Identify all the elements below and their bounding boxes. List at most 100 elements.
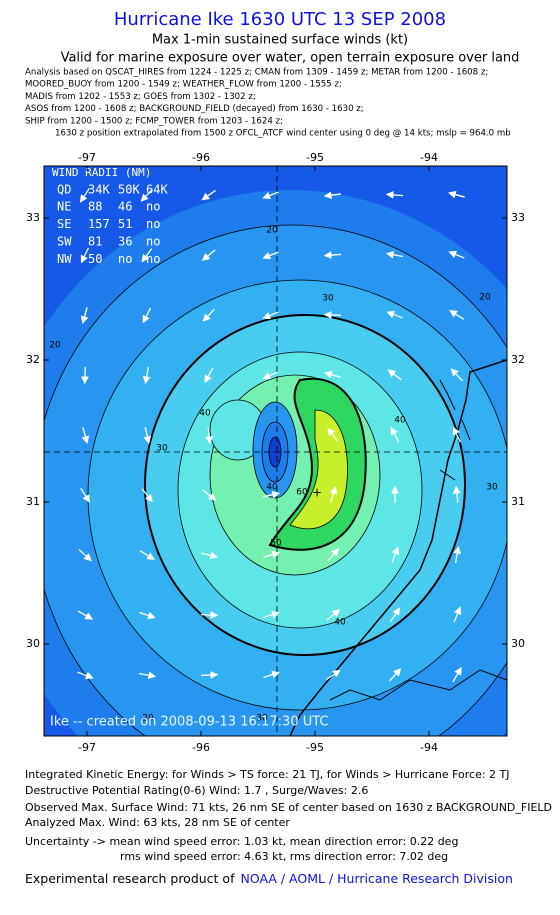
radii-cell: 81 — [88, 235, 102, 249]
wind-arrow — [390, 426, 400, 443]
wind-arrow — [327, 427, 339, 442]
radii-col: 64K — [146, 183, 168, 197]
radii-cell: 46 — [118, 200, 132, 214]
radii-col: QD — [57, 183, 71, 197]
radii-cell: NW — [57, 252, 72, 266]
wind-arrow — [201, 551, 219, 560]
wind-arrow — [77, 610, 94, 620]
radii-cell: 157 — [88, 217, 110, 231]
radii-title: WIND RADII (NM) — [52, 166, 151, 179]
footer-line: Destructive Potential Rating(0-6) Wind: … — [25, 784, 368, 797]
wind-arrow — [389, 668, 402, 682]
wind-arrow — [200, 611, 219, 619]
wind-arrow — [263, 550, 280, 559]
source-line: Analysis based on QSCAT_HIRES from 1224 … — [25, 68, 488, 78]
wind-arrow — [139, 671, 157, 680]
contour-label: 20 — [49, 341, 61, 351]
wind-arrow — [139, 550, 155, 560]
title: Hurricane Ike 1630 UTC 13 SEP 2008 — [114, 9, 446, 30]
contour-label: 40 — [199, 409, 211, 419]
source-line: MADIS from 1202 - 1553 z; GOES from 1302… — [25, 92, 256, 102]
credit-link[interactable]: NOAA / AOML / Hurricane Research Divisio… — [240, 871, 512, 886]
wind-arrow — [204, 367, 214, 384]
contour-label: 20 — [479, 293, 491, 303]
contour-label: 40 — [266, 483, 278, 493]
radii-col: 50K — [118, 183, 140, 197]
radii-cell: 50 — [88, 252, 102, 266]
x-tick-label: -94 — [420, 741, 438, 754]
wind-arrow — [142, 307, 152, 324]
wind-arrow — [327, 548, 340, 562]
radii-cell: 51 — [118, 217, 132, 231]
x-tick-label: -95 — [306, 741, 324, 754]
wind-arrow — [391, 546, 400, 563]
wind-arrow — [139, 611, 156, 620]
wind-field: + 20 20 20 30 30 30 40 40 40 40 50 60 20 30 Ike -- cr… — [44, 166, 507, 736]
wind-arrow — [386, 310, 403, 319]
wind-arrow — [450, 368, 463, 382]
svg-text:+: + — [312, 486, 322, 500]
wind-arrow — [323, 251, 342, 259]
wind-arrow — [141, 248, 153, 263]
wind-arrow — [262, 311, 279, 320]
wind-arrow — [453, 545, 462, 563]
contour-label: 60 — [296, 488, 308, 498]
wind-arrow — [81, 366, 89, 385]
wind-arrow — [142, 367, 151, 385]
wind-arrow — [202, 489, 217, 501]
footer-line: Observed Max. Surface Wind: 71 kts, 26 n… — [25, 801, 552, 814]
contour-label: 30 — [322, 294, 334, 304]
wind-radii: WIND RADII (NM) QD 34K 50K 64K NE 88 46 no SE 157 5… — [52, 166, 168, 266]
footer-line: Analyzed Max. Wind: 63 kts, 28 nm SE of … — [25, 816, 290, 829]
wind-arrow — [452, 426, 462, 443]
wind-arrow — [263, 670, 280, 679]
y-tick-label: 30 — [26, 637, 40, 650]
radii-cell: SE — [57, 217, 71, 231]
wind-arrow — [326, 609, 341, 621]
wind-arrow — [141, 488, 153, 503]
wind-arrow — [389, 607, 401, 622]
wind-arrow — [200, 671, 219, 679]
wind-arrow — [202, 308, 215, 322]
wind-arrow — [81, 427, 90, 444]
wind-arrow — [452, 667, 462, 683]
wind-arrow — [77, 671, 94, 680]
y-tick-label: 33 — [511, 211, 525, 224]
footer-line: rms wind speed error: 4.63 kt, rms direc… — [120, 850, 448, 863]
wind-arrow — [448, 190, 465, 199]
radii-cell: 36 — [118, 235, 132, 249]
wind-arrow — [387, 369, 402, 381]
wind-arrow — [263, 610, 280, 619]
wind-arrow — [453, 606, 462, 623]
wind-arrow — [449, 309, 465, 320]
wind-arrow — [79, 187, 90, 203]
x-tick-label: -97 — [78, 741, 96, 754]
contour-label: 40 — [334, 618, 346, 628]
wind-arrow — [323, 191, 342, 200]
wind-arrow — [205, 426, 214, 445]
y-tick-label: 32 — [511, 353, 525, 366]
wind-arrow — [263, 490, 281, 499]
contour-label: 40 — [394, 416, 406, 426]
radii-cell: NE — [57, 200, 71, 214]
wind-arrow — [385, 190, 404, 199]
contour-label: 50 — [270, 539, 282, 549]
x-tick-label: -96 — [192, 741, 210, 754]
wind-arrow — [329, 486, 338, 503]
contour-label: 30 — [486, 483, 498, 493]
wind-arrow — [385, 250, 403, 259]
wind-arrow — [326, 669, 341, 681]
x-tick-label: -97 — [78, 151, 96, 164]
wind-arrow — [452, 485, 461, 504]
radii-cell: SW — [57, 235, 72, 249]
radii-cell: no — [146, 235, 160, 249]
validity: Valid for marine exposure over water, op… — [61, 51, 520, 66]
wind-arrow — [262, 191, 279, 200]
map-credit: Ike -- created on 2008-09-13 16:17:30 UT… — [50, 715, 329, 730]
contour-label: 20 — [142, 714, 154, 724]
wind-arrow — [262, 251, 279, 260]
y-tick-label: 30 — [511, 637, 525, 650]
axes: -97 -97 -96 -96 -95 -95 -94 -94 33 33 32 32 31 31 30 30 — [26, 151, 525, 754]
